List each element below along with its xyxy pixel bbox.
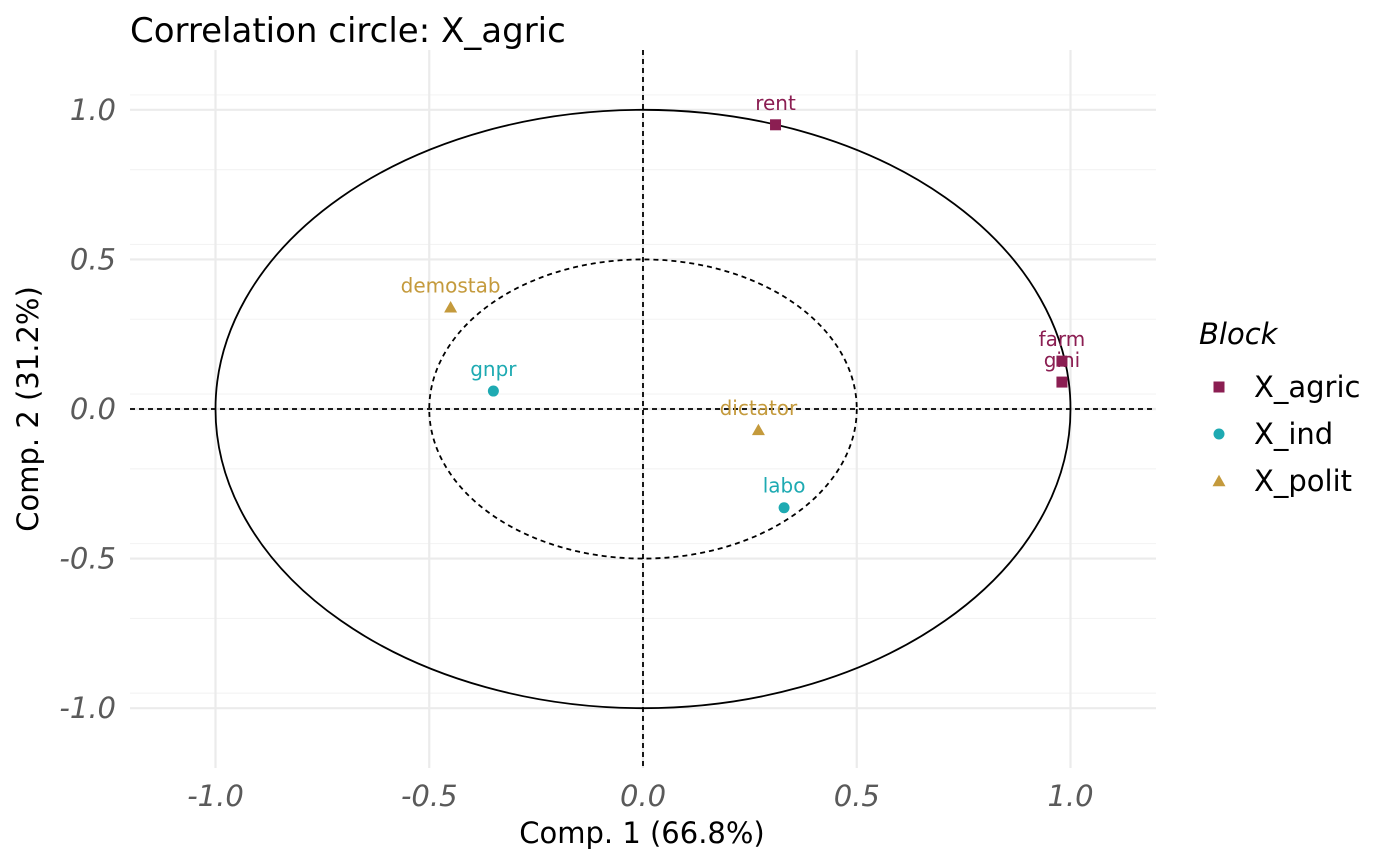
x-tick-label: 0.5	[834, 779, 880, 813]
reference-lines	[130, 50, 1156, 768]
point-gini	[1056, 376, 1068, 388]
point-rent	[770, 119, 782, 131]
point-label-gnpr: gnpr	[470, 357, 517, 381]
y-tick-label: 0.5	[70, 242, 116, 276]
correlation-circles	[214, 108, 1072, 710]
point-labo	[778, 502, 790, 514]
point-label-farm: farm	[1039, 327, 1086, 351]
point-demostab	[444, 301, 458, 313]
y-tick-label: 0.0	[70, 392, 116, 426]
point-dictator	[751, 423, 765, 436]
point-label-rent: rent	[755, 91, 796, 115]
point-label-dictator: dictator	[720, 396, 798, 420]
legend-label-X_ind: X_ind	[1254, 417, 1333, 451]
chart-title: Correlation circle: X_agric	[130, 11, 566, 51]
point-label-demostab: demostab	[401, 273, 501, 297]
legend-title: Block	[1199, 317, 1279, 351]
y-tick-label: -1.0	[59, 691, 116, 725]
legend-label-X_polit: X_polit	[1254, 464, 1352, 498]
point-label-gini: gini	[1044, 348, 1080, 372]
x-tick-label: 1.0	[1047, 779, 1093, 813]
y-axis-ticks: -1.0 -0.5 0.0 0.5 1.0	[59, 93, 116, 725]
y-tick-label: 1.0	[70, 93, 116, 127]
x-tick-label: 0.0	[620, 779, 666, 813]
legend-label-X_agric: X_agric	[1254, 370, 1360, 404]
legend-key-X_ind	[1213, 428, 1225, 440]
legend-key-X_agric	[1213, 381, 1225, 393]
legend: Block X_agric X_ind X_polit	[1199, 317, 1360, 498]
x-axis-ticks: -1.0 -0.5 0.0 0.5 1.0	[187, 779, 1093, 813]
inner-circle-dashed	[428, 258, 858, 560]
point-gnpr	[487, 385, 499, 397]
y-tick-label: -0.5	[59, 542, 116, 576]
x-tick-label: -1.0	[187, 779, 244, 813]
outer-circle	[214, 108, 1072, 710]
point-farm	[1056, 355, 1068, 367]
y-axis-title: Comp. 2 (31.2%)	[11, 286, 45, 532]
point-label-labo: labo	[763, 474, 806, 498]
x-axis-title: Comp. 1 (66.8%)	[519, 816, 765, 850]
x-tick-label: -0.5	[401, 779, 458, 813]
legend-key-X_polit	[1212, 474, 1226, 487]
